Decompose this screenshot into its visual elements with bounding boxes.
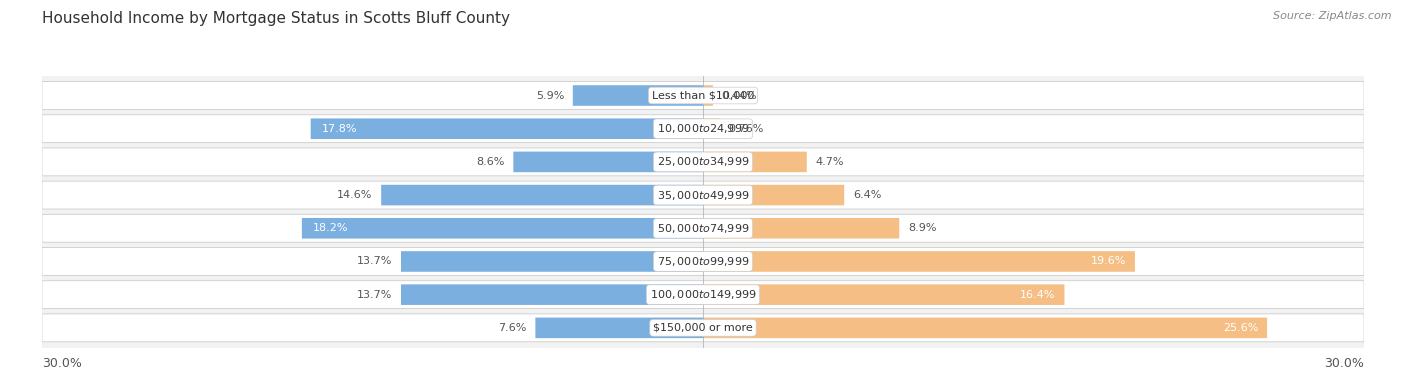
FancyBboxPatch shape xyxy=(703,318,1267,338)
Text: 16.4%: 16.4% xyxy=(1021,290,1056,300)
Text: Household Income by Mortgage Status in Scotts Bluff County: Household Income by Mortgage Status in S… xyxy=(42,11,510,26)
Text: 8.9%: 8.9% xyxy=(908,223,936,233)
FancyBboxPatch shape xyxy=(703,118,720,139)
FancyBboxPatch shape xyxy=(401,251,703,272)
FancyBboxPatch shape xyxy=(42,214,1364,242)
Text: 13.7%: 13.7% xyxy=(357,256,392,266)
Text: $10,000 to $24,999: $10,000 to $24,999 xyxy=(657,122,749,135)
FancyBboxPatch shape xyxy=(703,284,1064,305)
FancyBboxPatch shape xyxy=(703,251,1135,272)
FancyBboxPatch shape xyxy=(703,218,900,239)
FancyBboxPatch shape xyxy=(703,185,844,205)
Text: $25,000 to $34,999: $25,000 to $34,999 xyxy=(657,155,749,168)
FancyBboxPatch shape xyxy=(536,318,703,338)
Text: $150,000 or more: $150,000 or more xyxy=(654,323,752,333)
FancyBboxPatch shape xyxy=(42,248,1364,276)
FancyBboxPatch shape xyxy=(42,82,1364,110)
Text: Source: ZipAtlas.com: Source: ZipAtlas.com xyxy=(1274,11,1392,21)
Text: $100,000 to $149,999: $100,000 to $149,999 xyxy=(650,288,756,301)
FancyBboxPatch shape xyxy=(513,152,703,172)
FancyBboxPatch shape xyxy=(703,152,807,172)
Text: 18.2%: 18.2% xyxy=(314,223,349,233)
FancyBboxPatch shape xyxy=(401,284,703,305)
Text: 0.44%: 0.44% xyxy=(721,90,756,101)
FancyBboxPatch shape xyxy=(381,185,703,205)
Text: 8.6%: 8.6% xyxy=(477,157,505,167)
Text: $75,000 to $99,999: $75,000 to $99,999 xyxy=(657,255,749,268)
Text: 14.6%: 14.6% xyxy=(337,190,373,200)
FancyBboxPatch shape xyxy=(42,115,1364,143)
FancyBboxPatch shape xyxy=(302,218,703,239)
Text: 17.8%: 17.8% xyxy=(322,124,357,134)
FancyBboxPatch shape xyxy=(42,148,1364,176)
Text: 19.6%: 19.6% xyxy=(1091,256,1126,266)
Text: 30.0%: 30.0% xyxy=(42,357,82,370)
Text: 25.6%: 25.6% xyxy=(1223,323,1258,333)
Text: 0.76%: 0.76% xyxy=(728,124,763,134)
Text: 7.6%: 7.6% xyxy=(498,323,527,333)
FancyBboxPatch shape xyxy=(572,85,703,106)
Text: 30.0%: 30.0% xyxy=(1324,357,1364,370)
Text: $35,000 to $49,999: $35,000 to $49,999 xyxy=(657,189,749,201)
FancyBboxPatch shape xyxy=(703,85,713,106)
Text: $50,000 to $74,999: $50,000 to $74,999 xyxy=(657,222,749,235)
Text: 13.7%: 13.7% xyxy=(357,290,392,300)
FancyBboxPatch shape xyxy=(42,181,1364,209)
Text: 6.4%: 6.4% xyxy=(853,190,882,200)
Text: Less than $10,000: Less than $10,000 xyxy=(652,90,754,101)
FancyBboxPatch shape xyxy=(42,314,1364,342)
Text: 5.9%: 5.9% xyxy=(536,90,564,101)
FancyBboxPatch shape xyxy=(311,118,703,139)
FancyBboxPatch shape xyxy=(42,281,1364,308)
Text: 4.7%: 4.7% xyxy=(815,157,844,167)
